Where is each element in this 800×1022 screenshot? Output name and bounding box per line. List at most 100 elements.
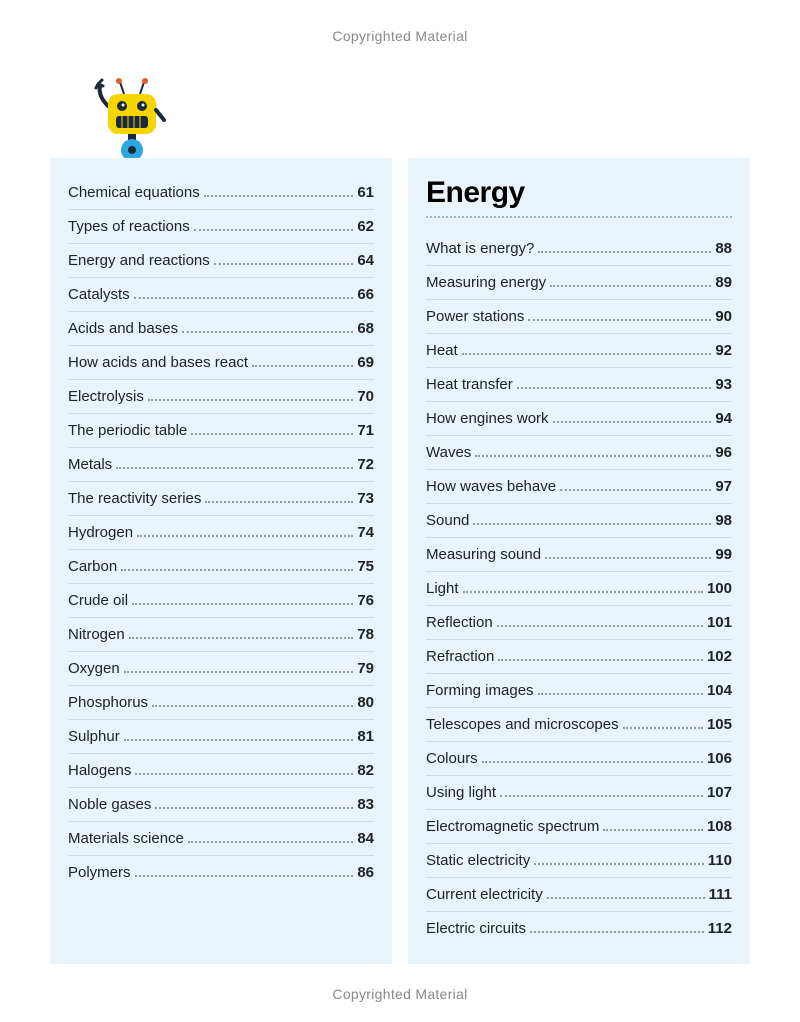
toc-entry-page: 88 <box>715 240 732 257</box>
toc-entry: Electrolysis 70 <box>68 380 374 414</box>
toc-dot-leader <box>475 455 711 457</box>
toc-entry-page: 94 <box>715 410 732 427</box>
toc-entry-label: Reflection <box>426 614 493 631</box>
toc-dot-leader <box>463 591 703 593</box>
toc-entry-label: Oxygen <box>68 660 120 677</box>
toc-dot-leader <box>132 603 353 605</box>
toc-entry-page: 82 <box>357 762 374 779</box>
toc-entry-label: Materials science <box>68 830 184 847</box>
toc-entry: Reflection101 <box>426 606 732 640</box>
toc-entry-page: 89 <box>715 274 732 291</box>
toc-entry-page: 111 <box>709 886 732 903</box>
toc-dot-leader <box>547 897 705 899</box>
toc-entry: The reactivity series 73 <box>68 482 374 516</box>
toc-entry-label: The periodic table <box>68 422 187 439</box>
toc-entry-label: How waves behave <box>426 478 556 495</box>
toc-entry-label: Forming images <box>426 682 534 699</box>
toc-dot-leader <box>137 535 353 537</box>
content-columns: Chemical equations61Types of reactions62… <box>50 158 750 964</box>
toc-entry-label: Polymers <box>68 864 131 881</box>
toc-entry-label: Metals <box>68 456 112 473</box>
toc-dot-leader <box>148 399 353 401</box>
toc-entry: Sound98 <box>426 504 732 538</box>
toc-entry-page: 80 <box>357 694 374 711</box>
toc-entry-label: Nitrogen <box>68 626 125 643</box>
toc-entry: Phosphorus80 <box>68 686 374 720</box>
toc-dot-leader <box>116 467 353 469</box>
toc-entry: Types of reactions62 <box>68 210 374 244</box>
toc-entry-page: 97 <box>715 478 732 495</box>
toc-entry-page: 110 <box>708 852 732 869</box>
toc-dot-leader <box>498 659 703 661</box>
toc-entry-label: The reactivity series <box>68 490 201 507</box>
toc-entry: Carbon75 <box>68 550 374 584</box>
toc-dot-leader <box>182 331 353 333</box>
toc-entry: Materials science 84 <box>68 822 374 856</box>
toc-dot-leader <box>214 263 354 265</box>
toc-dot-leader <box>553 421 712 423</box>
toc-entry-page: 98 <box>715 512 732 529</box>
toc-dot-leader <box>473 523 711 525</box>
toc-entry-page: 96 <box>715 444 732 461</box>
toc-entry: Metals72 <box>68 448 374 482</box>
toc-entry-page: 76 <box>357 592 374 609</box>
toc-entry: Refraction102 <box>426 640 732 674</box>
toc-entry: Heat transfer93 <box>426 368 732 402</box>
toc-entry-page: 69 <box>357 354 374 371</box>
toc-entry-page: 84 <box>357 830 374 847</box>
toc-entry-page: 106 <box>707 750 732 767</box>
toc-entry-page: 68 <box>357 320 374 337</box>
toc-left-column: Chemical equations61Types of reactions62… <box>50 158 392 964</box>
toc-entry-label: Colours <box>426 750 478 767</box>
robot-icon <box>92 76 172 162</box>
section-divider <box>426 216 732 218</box>
toc-dot-leader <box>528 319 711 321</box>
toc-entry-label: Noble gases <box>68 796 151 813</box>
toc-entry: How waves behave 97 <box>426 470 732 504</box>
toc-dot-leader <box>538 693 703 695</box>
toc-dot-leader <box>534 863 704 865</box>
toc-entry-page: 86 <box>357 864 374 881</box>
toc-entry: Chemical equations61 <box>68 176 374 210</box>
toc-entry: Electromagnetic spectrum108 <box>426 810 732 844</box>
toc-entry-label: Electrolysis <box>68 388 144 405</box>
toc-dot-leader <box>129 637 354 639</box>
toc-entry-page: 64 <box>357 252 374 269</box>
toc-entry-label: Power stations <box>426 308 524 325</box>
toc-entry-page: 81 <box>357 728 374 745</box>
toc-dot-leader <box>623 727 703 729</box>
copyright-top: Copyrighted Material <box>0 28 800 44</box>
toc-dot-leader <box>188 841 353 843</box>
toc-entry-label: Current electricity <box>426 886 543 903</box>
toc-entry-label: Measuring sound <box>426 546 541 563</box>
toc-entry: Oxygen79 <box>68 652 374 686</box>
toc-entry-label: Electromagnetic spectrum <box>426 818 599 835</box>
toc-dot-leader <box>497 625 703 627</box>
toc-dot-leader <box>538 251 711 253</box>
toc-entry-label: Using light <box>426 784 496 801</box>
toc-entry: Acids and bases68 <box>68 312 374 346</box>
toc-entry: How engines work94 <box>426 402 732 436</box>
toc-entry: Waves96 <box>426 436 732 470</box>
toc-entry-label: Electric circuits <box>426 920 526 937</box>
toc-dot-leader <box>124 739 354 741</box>
toc-entry-label: Refraction <box>426 648 494 665</box>
toc-entry: Sulphur81 <box>68 720 374 754</box>
toc-dot-leader <box>155 807 353 809</box>
toc-entry-label: Types of reactions <box>68 218 190 235</box>
toc-entry-page: 73 <box>357 490 374 507</box>
toc-entry-label: Hydrogen <box>68 524 133 541</box>
toc-entry: How acids and bases react69 <box>68 346 374 380</box>
toc-dot-leader <box>194 229 354 231</box>
toc-entry-page: 70 <box>357 388 374 405</box>
toc-dot-leader <box>530 931 704 933</box>
toc-entry-label: Catalysts <box>68 286 130 303</box>
toc-dot-leader <box>204 195 354 197</box>
toc-entry: Power stations90 <box>426 300 732 334</box>
toc-entry: Nitrogen78 <box>68 618 374 652</box>
toc-entry: Measuring energy89 <box>426 266 732 300</box>
toc-dot-leader <box>124 671 354 673</box>
toc-dot-leader <box>121 569 353 571</box>
toc-entry-label: Carbon <box>68 558 117 575</box>
toc-entry: Current electricity 111 <box>426 878 732 912</box>
